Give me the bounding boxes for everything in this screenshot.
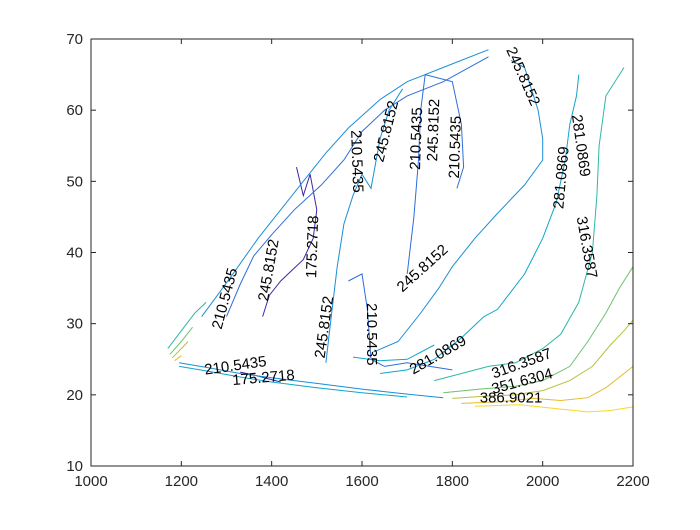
y-axis: 10 20 30 40 50 60 70 xyxy=(66,31,633,475)
contour-line xyxy=(325,88,404,363)
contour-line xyxy=(179,362,444,399)
contour-label: 281.0869 xyxy=(550,146,572,210)
x-tick-label: 1400 xyxy=(255,473,288,490)
contour-line xyxy=(171,341,189,359)
x-tick-label: 1200 xyxy=(165,473,198,490)
plot-background xyxy=(91,39,633,466)
x-axis: 1000 1200 1400 1600 1800 2000 2200 xyxy=(74,39,650,490)
contour-line xyxy=(373,59,544,353)
contour-line xyxy=(169,326,193,355)
y-tick-label: 60 xyxy=(66,102,83,119)
contour-line xyxy=(461,366,634,404)
y-tick-label: 20 xyxy=(66,387,83,404)
contour-line xyxy=(474,404,634,413)
y-tick-label: 10 xyxy=(66,458,83,475)
y-tick-label: 40 xyxy=(66,245,83,262)
x-tick-label: 1000 xyxy=(74,473,107,490)
contour-label: 210.5435 xyxy=(363,303,380,366)
contour-label: 210.5435 xyxy=(446,116,465,179)
contour-label: 210.5435 xyxy=(407,107,426,170)
contour-label: 175.2718 xyxy=(232,367,296,389)
contour-line xyxy=(434,67,625,382)
contour-line xyxy=(452,319,634,399)
contour-lines xyxy=(167,49,634,413)
contour-line xyxy=(262,166,318,317)
contour-line xyxy=(352,344,435,362)
contour-label: 210.5435 xyxy=(347,130,366,193)
contour-label: 175.2718 xyxy=(303,215,322,278)
contour-line xyxy=(174,355,182,362)
x-tick-label: 2000 xyxy=(526,473,559,490)
contour-line xyxy=(226,56,489,317)
contour-label: 386.9021 xyxy=(480,389,543,406)
contour-line xyxy=(348,273,453,371)
y-tick-label: 50 xyxy=(66,173,83,190)
y-tick-label: 30 xyxy=(66,316,83,333)
contour-line xyxy=(443,266,634,394)
x-tick-label: 2200 xyxy=(616,473,649,490)
y-tick-label: 70 xyxy=(66,31,83,48)
x-tick-label: 1800 xyxy=(436,473,469,490)
contour-label: 245.8152 xyxy=(424,99,443,162)
contour-line xyxy=(201,49,489,317)
contour-line xyxy=(380,74,580,374)
contour-line xyxy=(167,301,207,349)
x-tick-label: 1600 xyxy=(345,473,378,490)
contour-line xyxy=(179,365,408,398)
